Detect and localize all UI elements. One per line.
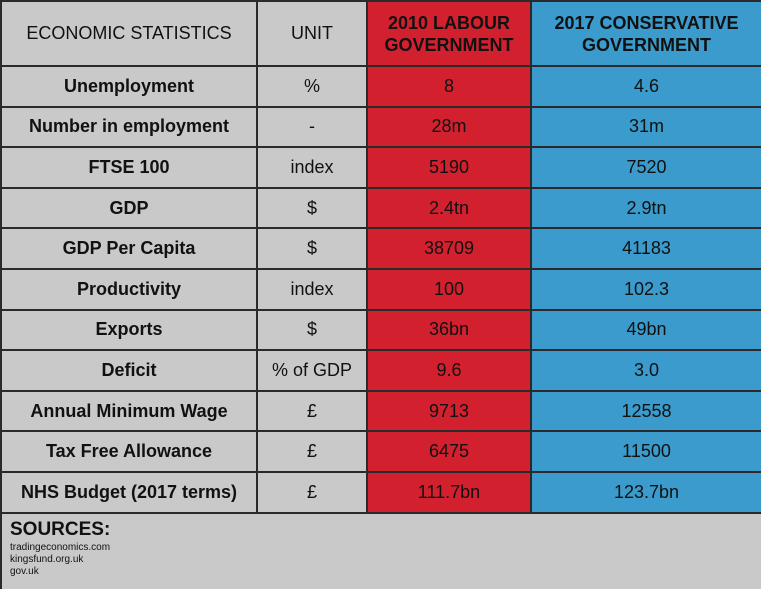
row-label: NHS Budget (2017 terms) [0, 472, 258, 514]
header-cell: UNIT [258, 0, 368, 67]
row-label: Number in employment [0, 107, 258, 149]
source-item: kingsfund.org.uk [10, 554, 84, 565]
table-cell: £ [258, 472, 368, 514]
table-cell: % of GDP [258, 351, 368, 392]
row-label: Annual Minimum Wage [0, 391, 258, 433]
row-label: Exports [0, 310, 258, 352]
source-item: gov.uk [10, 566, 39, 577]
table-cell: index [258, 269, 368, 311]
table-cell: 28m [368, 107, 532, 149]
table-cell: 8 [368, 67, 532, 108]
table-cell: £ [258, 391, 368, 433]
table-cell: 102.3 [532, 269, 761, 311]
table-cell: 36bn [368, 310, 532, 352]
stats-table: ECONOMIC STATISTICS UNIT 2010 LABOUR GOVER… [0, 0, 761, 514]
table-cell: - [258, 107, 368, 149]
row-label: GDP [0, 188, 258, 230]
header-cell: 2017 CONSERVATIVE GOVERNMENT [532, 0, 761, 67]
table-cell: 12558 [532, 391, 761, 433]
source-item: tradingeconomics.com [10, 542, 111, 553]
row-label: GDP Per Capita [0, 229, 258, 270]
table-cell: £ [258, 432, 368, 473]
table-cell: 2.4tn [368, 188, 532, 230]
table-cell: 6475 [368, 432, 532, 473]
table-cell: 38709 [368, 229, 532, 270]
table-cell: $ [258, 229, 368, 270]
table-cell: 111.7bn [368, 472, 532, 514]
header-cell: ECONOMIC STATISTICS [0, 0, 258, 67]
table-cell: $ [258, 310, 368, 352]
table-cell: 9.6 [368, 351, 532, 392]
row-label: Deficit [0, 351, 258, 392]
sources: SOURCES: tradingeconomics.com kingsfund.o… [0, 513, 761, 589]
table-cell: 5190 [368, 148, 532, 189]
table-cell: 9713 [368, 391, 532, 433]
row-label: Tax Free Allowance [0, 432, 258, 473]
table-cell: 49bn [532, 310, 761, 352]
table-cell: 7520 [532, 148, 761, 189]
row-label: Productivity [0, 269, 258, 311]
table-cell: index [258, 148, 368, 189]
table-cell: $ [258, 188, 368, 230]
row-label: Unemployment [0, 67, 258, 108]
table-cell: 11500 [532, 432, 761, 473]
table-cell: 123.7bn [532, 472, 761, 514]
table-cell: 4.6 [532, 67, 761, 108]
header-cell: 2010 LABOUR GOVERNMENT [368, 0, 532, 67]
table-cell: 100 [368, 269, 532, 311]
table-cell: 31m [532, 107, 761, 149]
row-label: FTSE 100 [0, 148, 258, 189]
sources-title: SOURCES: [10, 519, 111, 540]
table-cell: 41183 [532, 229, 761, 270]
table-cell: 2.9tn [532, 188, 761, 230]
table-cell: 3.0 [532, 351, 761, 392]
table-cell: % [258, 67, 368, 108]
